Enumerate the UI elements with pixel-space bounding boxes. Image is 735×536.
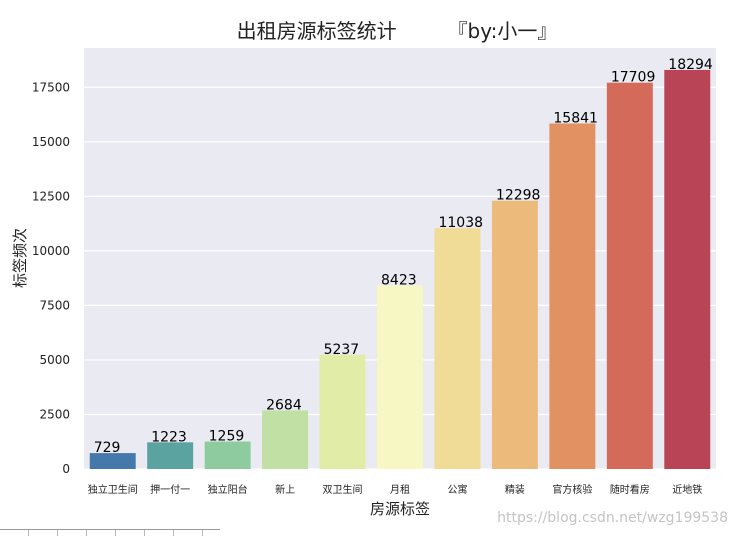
bar-value-label: 18294 [668, 57, 713, 73]
bar [606, 82, 653, 469]
y-tick-label: 10000 [32, 244, 70, 258]
bar [549, 123, 596, 470]
bar-value-label: 5237 [324, 342, 360, 358]
bar [377, 285, 423, 469]
bar [319, 354, 366, 469]
x-tick-label: 精装 [505, 483, 525, 496]
bar [204, 441, 251, 469]
y-tick-label: 7500 [39, 298, 70, 312]
bar-value-label: 11038 [438, 215, 483, 231]
bar [434, 228, 481, 469]
x-tick-label: 随时看房 [610, 483, 650, 496]
x-tick-label: 押一付一 [150, 483, 190, 496]
data-labels: 729 1223 1259 2684 5237 8423 11038 12298 15841 17… [94, 57, 713, 456]
x-tick-label: 近地铁 [672, 483, 702, 496]
bar-value-label: 1259 [209, 429, 245, 445]
bar-value-label: 2684 [266, 397, 302, 413]
y-axis-label: 标签频次 [11, 228, 29, 288]
x-tick-label: 新上 [275, 483, 295, 496]
x-tick-label: 独立阳台 [208, 483, 248, 496]
bar-value-label: 15841 [553, 110, 598, 126]
bar [89, 453, 136, 469]
bar-value-label: 12298 [496, 188, 541, 204]
x-tick-label: 独立卫生间 [88, 483, 138, 496]
bar-value-label: 17709 [611, 70, 656, 86]
x-tick-label: 官方核验 [552, 483, 592, 496]
bar-value-label: 8423 [381, 272, 417, 288]
bar [491, 200, 538, 470]
chart-title: 出租房源标签统计 『by:小一』 [237, 19, 558, 43]
x-axis-label: 房源标签 [370, 500, 430, 518]
y-tick-label: 0 [62, 462, 70, 476]
bottom-scroll-strip [0, 529, 220, 536]
y-axis-ticks: 0 2500 5000 7500 10000 12500 15000 17500 [32, 80, 70, 476]
y-tick-label: 5000 [39, 353, 70, 367]
bar-value-label: 1223 [151, 429, 187, 445]
bar [664, 69, 711, 470]
y-tick-label: 17500 [32, 80, 70, 94]
x-tick-label: 双卫生间 [323, 483, 363, 496]
y-tick-label: 2500 [39, 407, 70, 421]
x-axis-ticks: 独立卫生间 押一付一 独立阳台 新上 双卫生间 月租 公寓 精装 官方核验 随时看房 近地铁 [88, 483, 703, 496]
watermark: https://blog.csdn.net/wzg199538 [497, 510, 728, 526]
bar [147, 442, 194, 469]
x-tick-label: 公寓 [447, 483, 467, 496]
y-tick-label: 15000 [32, 135, 70, 149]
bars [89, 69, 711, 470]
bar-value-label: 729 [94, 440, 121, 456]
y-tick-label: 12500 [32, 189, 70, 203]
x-tick-label: 月租 [390, 483, 410, 496]
bar [262, 410, 309, 469]
